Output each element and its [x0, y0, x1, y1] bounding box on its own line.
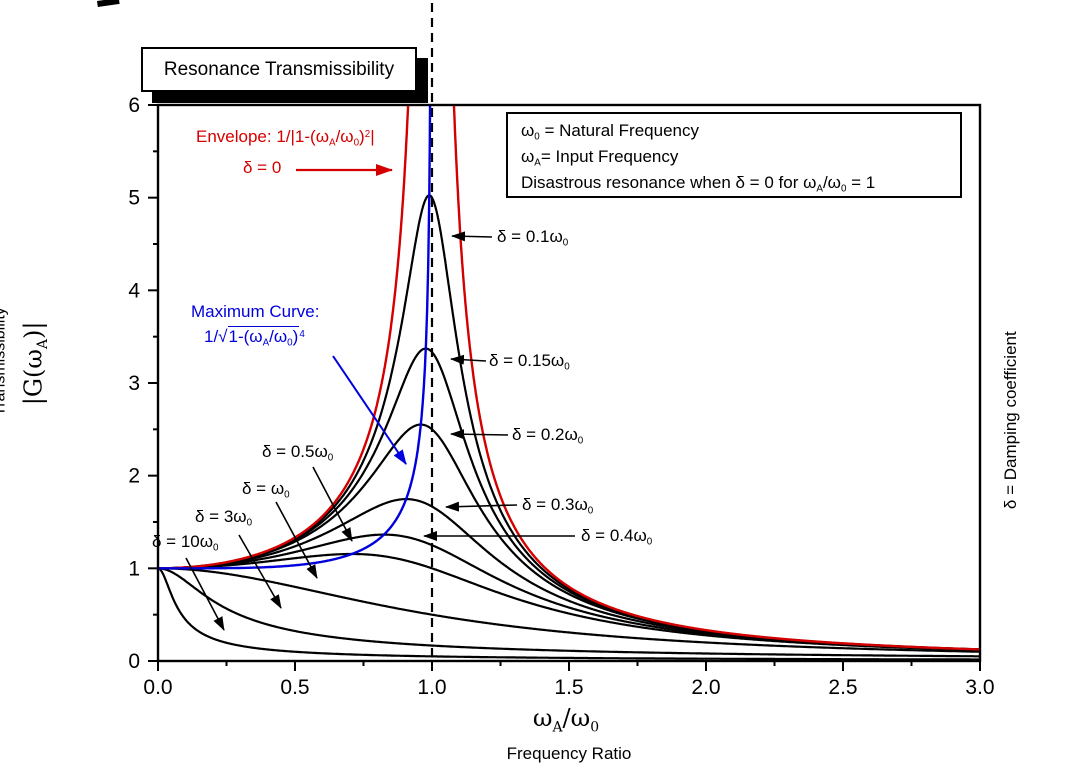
legend-line-input-frequency: ωA= Input Frequency	[521, 147, 679, 169]
y-tick-label: 6	[128, 94, 140, 117]
arrow-delta-10	[185, 557, 225, 631]
x-tick-label: 0.5	[280, 676, 309, 699]
legend-line-natural-frequency: ω0 = Natural Frequency	[521, 121, 699, 143]
envelope-delta-zero-label: δ = 0	[243, 158, 282, 177]
y-axis-title-math: |G(ωA)|	[19, 321, 51, 406]
x-tick-label: 2.0	[691, 676, 720, 699]
arrow-delta-3	[238, 534, 282, 609]
x-tick-label: 1.0	[417, 676, 446, 699]
damping-label-1: δ = ω0	[242, 479, 290, 501]
x-tick-label: 2.5	[828, 676, 857, 699]
curve-delta-10	[159, 567, 979, 660]
damping-label-0.5: δ = 0.5ω0	[262, 442, 334, 464]
arrow-delta-1	[275, 501, 318, 579]
damping-label-0.15: δ = 0.15ω0	[489, 351, 570, 373]
curve-delta-3	[159, 567, 979, 658]
y-tick-label: 4	[128, 279, 140, 302]
x-axis-title-text: Frequency Ratio	[506, 744, 632, 763]
y-axis-title-text: Transmissibility	[0, 307, 9, 416]
arrow-delta-0.1	[451, 231, 493, 242]
damping-label-0.1: δ = 0.1ω0	[497, 227, 569, 249]
arrow-delta-0.3	[445, 501, 518, 512]
x-tick-label: 1.5	[554, 676, 583, 699]
damping-label-0.2: δ = 0.2ω0	[512, 425, 584, 447]
damping-label-0.4: δ = 0.4ω0	[581, 526, 653, 548]
curves	[159, 106, 979, 660]
generated-plot: 0.0 0.5 1.0 1.5 2.0 2.5 3.0 0 1 2 3 4 5 6	[128, 3, 995, 699]
maximum-curve-label: Maximum Curve:	[191, 302, 320, 321]
chart-title: Resonance Transmissibility	[163, 58, 395, 80]
right-axis-title: δ = Damping coefficient	[1000, 331, 1020, 510]
curve-delta-1	[159, 567, 979, 653]
legend-box: ω0 = Natural Frequency ωA= Input Frequen…	[506, 112, 962, 198]
y-tick-label: 1	[128, 557, 140, 580]
axis-ticks	[148, 104, 981, 671]
curve-delta-0.1	[159, 194, 979, 651]
damping-label-3: δ = 3ω0	[195, 507, 253, 529]
title-box: Resonance Transmissibility	[141, 47, 417, 92]
damping-label-0.3: δ = 0.3ω0	[522, 495, 594, 517]
x-tick-label: 3.0	[965, 676, 994, 699]
y-tick-label: 2	[128, 465, 140, 488]
arrow-delta-0.2	[450, 429, 509, 440]
curve-maximum	[159, 106, 432, 570]
x-axis-title-math: ωA/ω0	[532, 704, 600, 736]
maximum-curve-formula-label: 1/√1-(ωA/ω0)4	[204, 326, 305, 349]
annotation-arrows	[185, 164, 575, 631]
arrow-delta-0.5	[312, 466, 353, 542]
damping-label-10: δ = 10ω0	[152, 532, 219, 554]
arrow-delta-0.15	[450, 354, 487, 365]
y-tick-label: 3	[128, 372, 140, 395]
y-tick-label: 5	[128, 187, 140, 210]
envelope-formula-label: Envelope: 1/|1-(ωA/ω0)2|	[196, 127, 375, 149]
x-tick-label: 0.0	[143, 676, 172, 699]
y-tick-label: 0	[128, 650, 140, 673]
legend-line-resonance-note: Disastrous resonance when δ = 0 for ωA/ω…	[521, 173, 876, 195]
curve-delta-0.5	[159, 552, 979, 652]
axis-tick-labels: 0.0 0.5 1.0 1.5 2.0 2.5 3.0 0 1 2 3 4 5 6	[128, 94, 994, 699]
arrow-maximum-curve	[332, 355, 407, 465]
